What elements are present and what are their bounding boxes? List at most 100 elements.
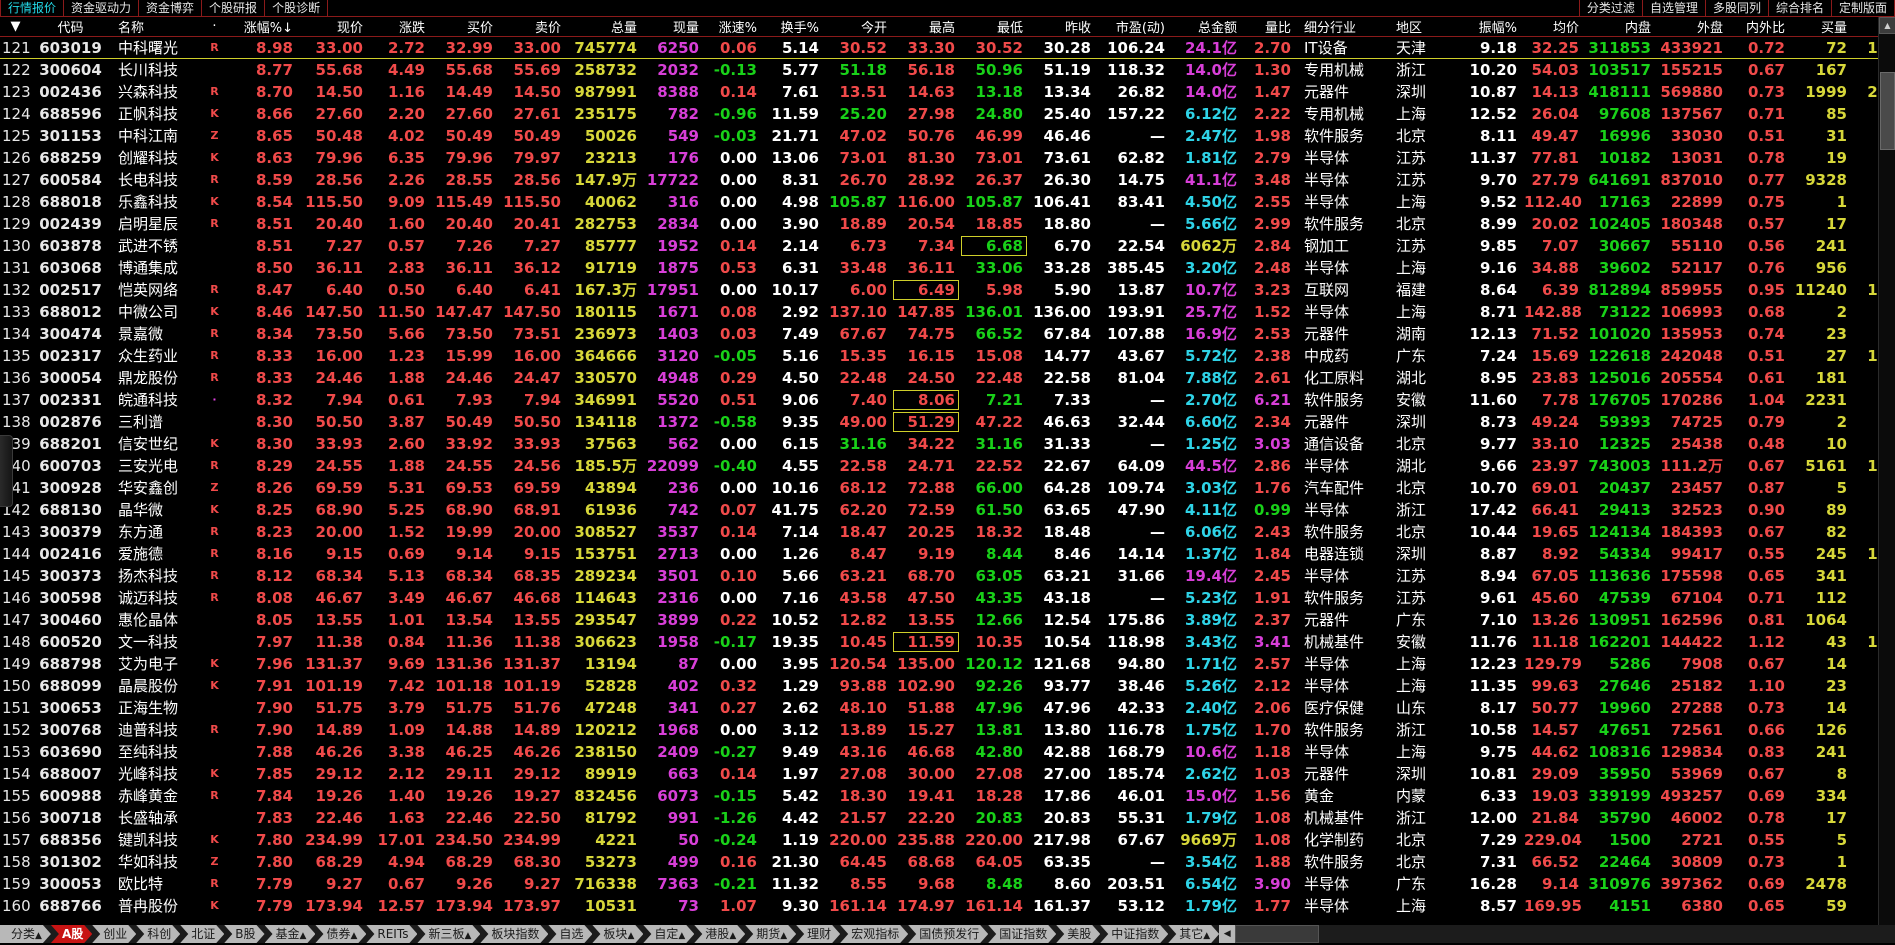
category-chip-1[interactable]: A股 [51, 925, 92, 943]
column-header-now[interactable]: 现量 [642, 17, 704, 37]
quote-table-container[interactable]: ▼代码名称·涨幅%↓现价涨跌买价卖价总量现量涨速%换手%今开最高最低昨收市盈(动… [0, 17, 1895, 925]
column-header-industry[interactable]: 细分行业 [1296, 17, 1388, 37]
category-chip-9[interactable]: 新三板▲ [417, 925, 480, 943]
column-header-avg[interactable]: 均价 [1522, 17, 1584, 37]
column-header-low[interactable]: 最低 [960, 17, 1028, 37]
category-chip-12[interactable]: 板块▲ [592, 925, 643, 943]
primary-tab-4[interactable]: 个股诊断 [264, 0, 328, 16]
column-header-name[interactable]: 名称 [110, 17, 202, 37]
column-header-idx[interactable]: ▼ [0, 17, 34, 37]
category-chip-4[interactable]: 北证 [180, 925, 224, 943]
scroll-thumb[interactable] [1880, 72, 1895, 150]
column-header-chg[interactable]: 涨跌 [368, 17, 430, 37]
category-chip-21[interactable]: 中证指数 [1100, 925, 1168, 943]
column-header-vol[interactable]: 总量 [566, 17, 642, 37]
table-header-row[interactable]: ▼代码名称·涨幅%↓现价涨跌买价卖价总量现量涨速%换手%今开最高最低昨收市盈(动… [0, 17, 1895, 37]
category-chip-13[interactable]: 自定▲ [643, 925, 694, 943]
column-header-code[interactable]: 代码 [34, 17, 110, 37]
primary-tab-2[interactable]: 资金博弈 [138, 0, 202, 16]
column-header-open[interactable]: 今开 [824, 17, 892, 37]
column-header-turn[interactable]: 换手% [762, 17, 824, 37]
column-header-amount[interactable]: 总金额 [1170, 17, 1242, 37]
utility-tab-4[interactable]: 定制版面 [1831, 0, 1895, 16]
column-header-outer[interactable]: 外盘 [1656, 17, 1728, 37]
category-chip-16[interactable]: 理财 [796, 925, 840, 943]
category-chip-7[interactable]: 债券▲ [315, 925, 366, 943]
row-range-handle[interactable] [0, 435, 13, 507]
category-chip-0[interactable]: 分类▲ [0, 925, 51, 943]
category-chip-14[interactable]: 港股▲ [694, 925, 745, 943]
column-header-buyqty[interactable]: 买量 [1790, 17, 1852, 37]
column-header-pe[interactable]: 市盈(动) [1096, 17, 1170, 37]
category-chip-19[interactable]: 国证指数 [988, 925, 1056, 943]
column-header-amp[interactable]: 振幅% [1456, 17, 1522, 37]
column-header-speed[interactable]: 涨速% [704, 17, 762, 37]
category-chip-17[interactable]: 宏观指标 [840, 925, 908, 943]
scroll-up-button[interactable]: ▲ [1879, 17, 1895, 34]
column-header-flag[interactable]: · [202, 17, 230, 37]
column-header-price[interactable]: 现价 [298, 17, 368, 37]
column-header-pct[interactable]: 涨幅%↓ [230, 17, 298, 37]
utility-tab-1[interactable]: 自选管理 [1642, 0, 1705, 16]
category-chip-3[interactable]: 科创 [136, 925, 180, 943]
column-header-vratio[interactable]: 量比 [1242, 17, 1296, 37]
category-chip-10[interactable]: 板块指数 [480, 925, 548, 943]
category-chip-15[interactable]: 期货▲ [745, 925, 796, 943]
column-header-inner[interactable]: 内盘 [1584, 17, 1656, 37]
column-header-high[interactable]: 最高 [892, 17, 960, 37]
command-input[interactable] [1235, 925, 1319, 943]
category-scroll-left-button[interactable]: ◀ [1219, 925, 1235, 943]
category-chip-18[interactable]: 国债预发行 [908, 925, 988, 943]
column-header-prev[interactable]: 昨收 [1028, 17, 1096, 37]
category-chip-5[interactable]: B股 [224, 925, 264, 943]
primary-tab-1[interactable]: 资金驱动力 [63, 0, 139, 16]
utility-tab-2[interactable]: 多股同列 [1705, 0, 1768, 16]
vertical-scrollbar[interactable]: ▲ [1878, 17, 1895, 925]
column-header-region[interactable]: 地区 [1388, 17, 1456, 37]
column-header-bid[interactable]: 买价 [430, 17, 498, 37]
utility-tab-0[interactable]: 分类过滤 [1579, 0, 1642, 16]
category-chip-22[interactable]: 其它▲ [1168, 925, 1219, 943]
primary-tab-3[interactable]: 个股研报 [201, 0, 265, 16]
category-chip-2[interactable]: 创业 [92, 925, 136, 943]
